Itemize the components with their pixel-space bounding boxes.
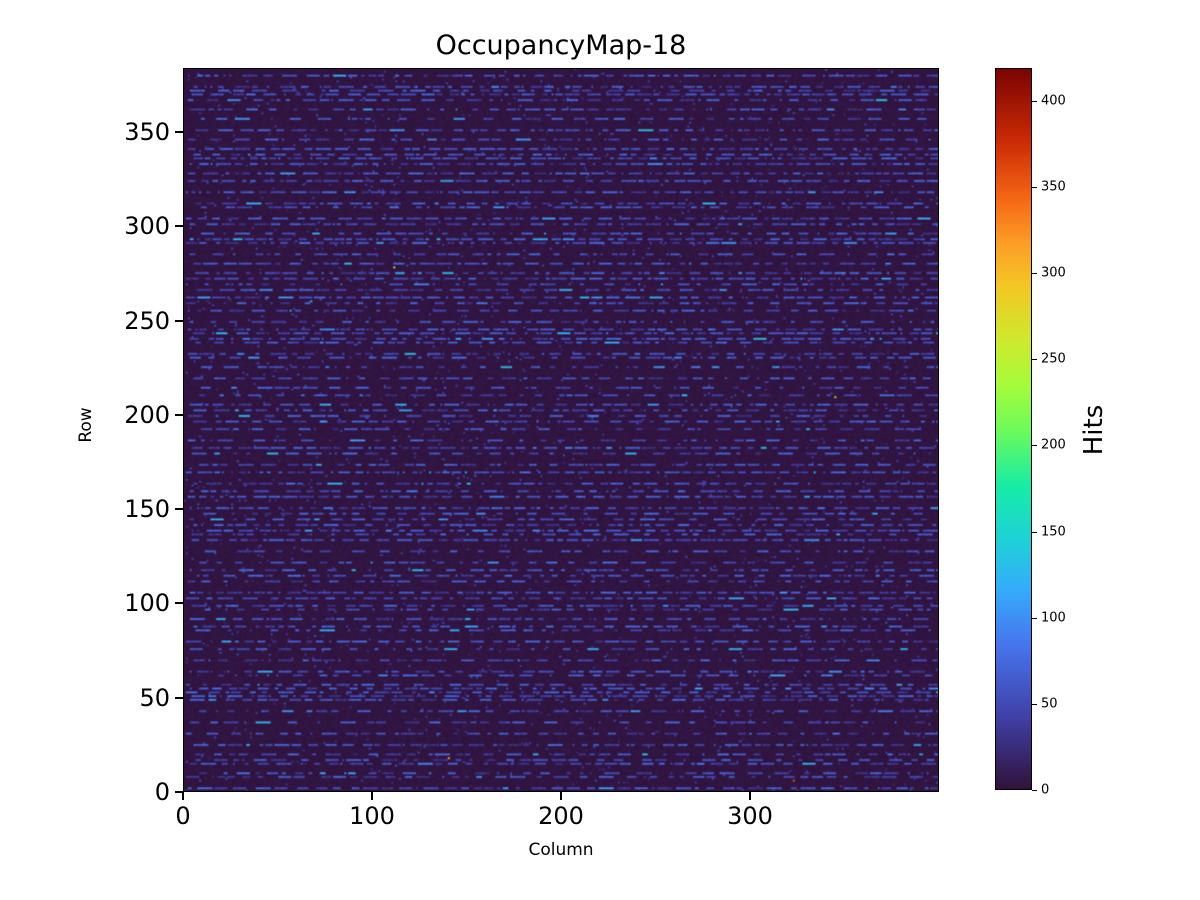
colorbar-tick-mark: [1032, 359, 1037, 361]
y-tick-mark: [175, 602, 183, 605]
colorbar-tick-label: 350: [1041, 179, 1066, 195]
heatmap-plot-area: [183, 68, 939, 792]
colorbar-tick-mark: [1032, 186, 1037, 188]
y-tick-label: 200: [124, 400, 170, 429]
y-tick-label: 350: [124, 118, 170, 147]
y-tick-label: 0: [154, 778, 170, 806]
x-tick-mark: [560, 792, 562, 800]
y-tick-label: 150: [124, 495, 170, 524]
colorbar: [995, 68, 1032, 790]
y-tick-mark: [175, 791, 183, 793]
x-tick-label: 0: [175, 802, 191, 830]
colorbar-tick-mark: [1032, 617, 1037, 619]
y-tick-label: 300: [124, 212, 170, 241]
colorbar-tick-mark: [1032, 531, 1037, 533]
colorbar-tick-mark: [1032, 273, 1037, 275]
x-tick-label: 300: [727, 802, 773, 830]
y-tick-mark: [175, 319, 183, 322]
x-tick-label: 200: [538, 802, 584, 830]
x-axis-label: Column: [528, 840, 594, 860]
colorbar-tick-mark: [1032, 445, 1037, 447]
y-tick-mark: [175, 413, 183, 416]
plot-title: OccupancyMap-18: [435, 30, 687, 61]
x-tick-label: 100: [349, 802, 395, 830]
colorbar-tick-label: 50: [1041, 696, 1058, 712]
y-tick-mark: [175, 225, 183, 228]
x-tick-mark: [371, 792, 373, 800]
y-axis-label: Row: [76, 407, 96, 443]
y-tick-label: 100: [124, 589, 170, 618]
y-tick-mark: [175, 696, 183, 699]
colorbar-tick-label: 200: [1041, 437, 1066, 453]
colorbar-tick-mark: [1032, 100, 1037, 102]
y-tick-mark: [175, 508, 183, 511]
y-tick-label: 50: [139, 683, 170, 712]
y-tick-mark: [175, 131, 183, 134]
occupancy-heatmap: [184, 69, 938, 791]
colorbar-tick-label: 400: [1041, 93, 1066, 109]
colorbar-tick-label: 300: [1041, 265, 1066, 281]
x-tick-mark: [749, 792, 751, 800]
colorbar-tick-label: 0: [1041, 782, 1050, 798]
colorbar-tick-label: 100: [1041, 610, 1066, 626]
colorbar-label: Hits: [1079, 404, 1109, 456]
y-tick-label: 250: [124, 306, 170, 335]
colorbar-tick-mark: [1032, 703, 1037, 705]
x-tick-mark: [182, 792, 184, 800]
colorbar-tick-mark: [1032, 790, 1037, 791]
colorbar-tick-label: 250: [1041, 351, 1066, 367]
colorbar-tick-label: 150: [1041, 524, 1066, 540]
